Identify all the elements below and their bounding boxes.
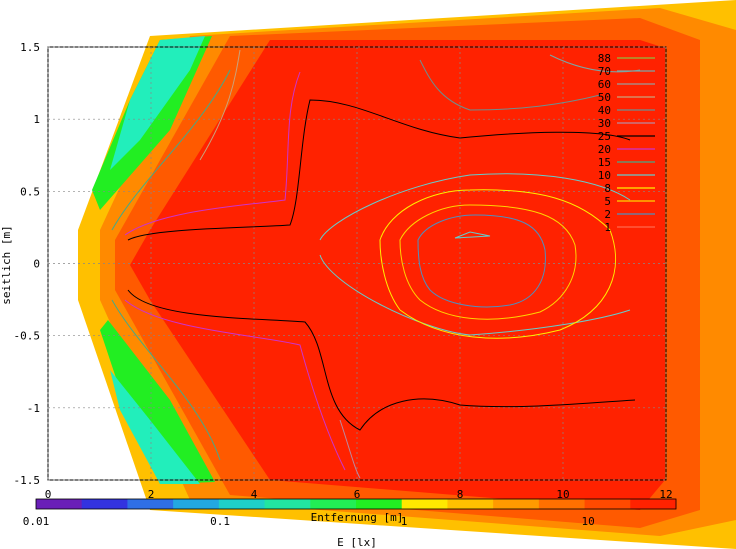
colorbar-tick-label: 10 (582, 515, 595, 528)
legend-label: 60 (598, 78, 611, 91)
colorbar-label: E [lx] (337, 536, 377, 549)
colorbar-tick-label: 1 (401, 515, 408, 528)
x-tick-label: 0 (45, 488, 52, 501)
field-green-bottom (100, 320, 215, 484)
grid (47, 46, 667, 481)
colorbar-segment (173, 499, 220, 509)
field-cyan-bottom (110, 370, 200, 484)
contour-line-8 (379, 189, 617, 339)
y-tick-label: 1 (33, 113, 40, 126)
x-tick-label: 12 (659, 488, 672, 501)
field-cyan-top (110, 36, 205, 170)
legend-label: 5 (604, 195, 611, 208)
legend-label: 2 (604, 208, 611, 221)
legend-label: 88 (598, 52, 611, 65)
contour-line-25 (127, 99, 636, 431)
legend-label: 25 (598, 130, 611, 143)
x-tick-label: 6 (354, 488, 361, 501)
colorbar-tick-label: 0.01 (23, 515, 50, 528)
x-tick-label: 8 (457, 488, 464, 501)
x-tick-label: 2 (148, 488, 155, 501)
y-tick-label: -0.5 (14, 330, 41, 343)
colorbar-segment (264, 499, 311, 509)
y-tick-label: -1.5 (14, 474, 41, 487)
legend-label: 20 (598, 143, 611, 156)
colorbar-segment (493, 499, 540, 509)
colorbar-frame (35, 498, 677, 510)
x-axis-label: Entfernung [m] (311, 511, 404, 524)
colorbar-tick-labels: 0.01 0.1 1 10 (23, 515, 595, 528)
colorbar-segment (447, 499, 494, 509)
x-tick-label: 10 (556, 488, 569, 501)
colorbar-segment (584, 499, 631, 509)
colorbar-segment (310, 499, 357, 509)
contour-line-50 (199, 49, 241, 161)
contour-lines (111, 49, 641, 479)
contour-line-2 (417, 214, 546, 308)
contour-line-10 (319, 173, 631, 336)
y-tick-label: 0.5 (20, 185, 40, 198)
y-tick-label: -1 (27, 402, 40, 415)
legend-label: 1 (604, 221, 611, 234)
x-tick-labels: 0 2 4 6 8 10 12 (45, 488, 673, 501)
colorbar-segment (538, 499, 586, 509)
colorbar-segment (127, 499, 174, 509)
heat-field (78, 0, 736, 549)
colorbar (35, 498, 677, 510)
contour-line-15 (111, 69, 231, 461)
colorbar-segment (401, 499, 448, 509)
legend-label: 8 (604, 182, 611, 195)
colorbar-segment (630, 499, 677, 509)
colorbar-segment (218, 499, 266, 509)
legend-label: 70 (598, 65, 611, 78)
colorbar-segment (36, 499, 83, 509)
colorbar-segment (356, 499, 403, 509)
x-tick-label: 4 (251, 488, 258, 501)
y-axis-label: seitlich [m] (0, 225, 13, 304)
field-red-core (130, 40, 665, 510)
legend-label: 15 (598, 156, 611, 169)
y-tick-label: 0 (33, 258, 40, 271)
contour-line-30 (339, 419, 361, 479)
legend-label: 30 (598, 117, 611, 130)
colorbar-tick-label: 0.1 (210, 515, 230, 528)
legend-label: 10 (598, 169, 611, 182)
contour-line-40 (419, 59, 601, 111)
contour-line-5 (399, 204, 577, 320)
legend-label: 50 (598, 91, 611, 104)
y-tick-label: 1.5 (20, 41, 40, 54)
legend-label: 40 (598, 104, 611, 117)
contour-line-10 (454, 231, 491, 239)
contour-line-20 (124, 71, 346, 471)
colorbar-segment (81, 499, 128, 509)
y-tick-labels: 1.5 1 0.5 0 -0.5 -1 -1.5 (14, 41, 41, 487)
